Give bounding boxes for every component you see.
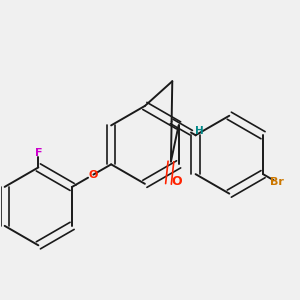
Text: F: F [34,148,42,158]
Text: O: O [89,169,98,180]
Text: H: H [195,126,204,136]
Text: O: O [172,176,182,188]
Text: Br: Br [270,177,284,187]
